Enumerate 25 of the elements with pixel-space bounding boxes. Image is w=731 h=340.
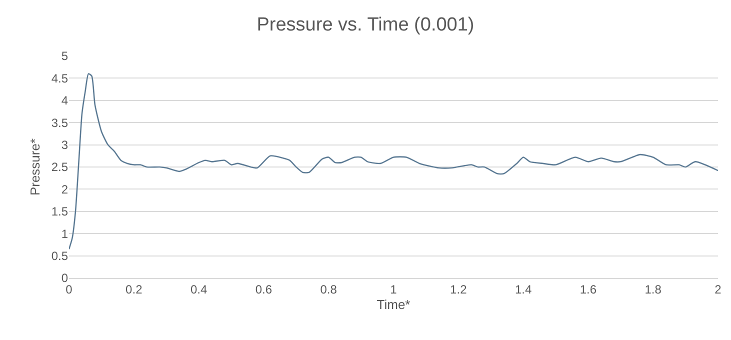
x-tick-label: 0.2 — [126, 282, 143, 296]
x-tick-label: 1 — [390, 282, 398, 296]
x-tick-label: 1.4 — [514, 282, 532, 296]
y-tick-label: 0 — [61, 271, 68, 286]
x-tick-label: 1.2 — [450, 282, 468, 296]
y-tick-label: 2.5 — [51, 160, 68, 174]
y-axis-title: Pressure* — [27, 138, 42, 196]
y-tick-label: 1.5 — [51, 204, 68, 219]
x-tick-label: 0.4 — [190, 282, 208, 296]
x-tick-label: 0.6 — [255, 282, 272, 296]
y-tick-label: 2 — [61, 182, 68, 196]
line-series — [69, 73, 718, 250]
y-tick-label: 4 — [61, 94, 68, 108]
y-tick-label: 5 — [61, 49, 68, 64]
y-tick-label: 1 — [61, 226, 68, 241]
chart-title: Pressure vs. Time (0.001) — [256, 14, 474, 36]
x-axis-title: Time* — [376, 297, 410, 312]
x-tick-label: 2 — [714, 282, 722, 296]
x-tick-label: 1.6 — [580, 282, 597, 296]
y-tick-label: 3 — [61, 138, 68, 152]
x-tick-label: 0.8 — [320, 282, 338, 296]
y-tick-label: 0.5 — [51, 249, 68, 263]
y-tick-label: 4.5 — [51, 71, 68, 86]
y-tick-label: 3.5 — [51, 116, 68, 130]
x-tick-label: 1.8 — [644, 282, 662, 296]
